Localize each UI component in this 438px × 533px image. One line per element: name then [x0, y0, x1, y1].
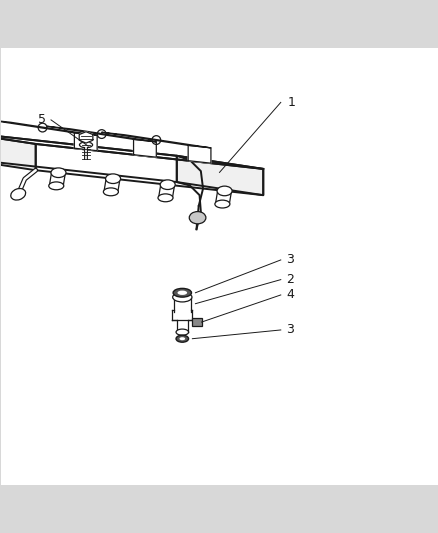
Ellipse shape [160, 180, 175, 190]
Ellipse shape [103, 188, 118, 196]
Polygon shape [0, 131, 35, 170]
Text: 2: 2 [286, 273, 293, 286]
Ellipse shape [216, 186, 232, 196]
Ellipse shape [189, 212, 205, 224]
Polygon shape [133, 139, 156, 157]
Polygon shape [74, 133, 97, 151]
Ellipse shape [79, 142, 92, 148]
Text: 5: 5 [38, 114, 46, 126]
Text: 3: 3 [286, 253, 293, 266]
Polygon shape [176, 320, 187, 332]
Polygon shape [177, 156, 263, 195]
Ellipse shape [172, 292, 191, 302]
Polygon shape [172, 310, 192, 320]
Polygon shape [215, 190, 231, 205]
Polygon shape [104, 178, 120, 192]
Ellipse shape [158, 194, 173, 202]
Text: 3: 3 [286, 324, 293, 336]
Polygon shape [102, 132, 210, 148]
Polygon shape [0, 131, 263, 169]
Polygon shape [158, 184, 174, 199]
Polygon shape [35, 144, 263, 195]
FancyBboxPatch shape [191, 318, 201, 326]
Polygon shape [0, 131, 177, 182]
Polygon shape [173, 297, 191, 312]
Ellipse shape [179, 337, 185, 340]
Polygon shape [188, 146, 210, 163]
Ellipse shape [214, 200, 230, 208]
Ellipse shape [173, 288, 191, 297]
Text: 1: 1 [287, 96, 294, 109]
Ellipse shape [177, 290, 187, 295]
Polygon shape [49, 172, 65, 187]
Ellipse shape [49, 182, 64, 190]
Polygon shape [0, 120, 97, 135]
Polygon shape [79, 132, 93, 143]
Ellipse shape [51, 168, 66, 177]
Ellipse shape [176, 335, 188, 342]
Text: 4: 4 [286, 288, 293, 302]
FancyBboxPatch shape [1, 47, 437, 486]
Ellipse shape [105, 174, 120, 183]
Ellipse shape [176, 329, 188, 335]
Polygon shape [47, 126, 156, 142]
Ellipse shape [11, 189, 25, 200]
